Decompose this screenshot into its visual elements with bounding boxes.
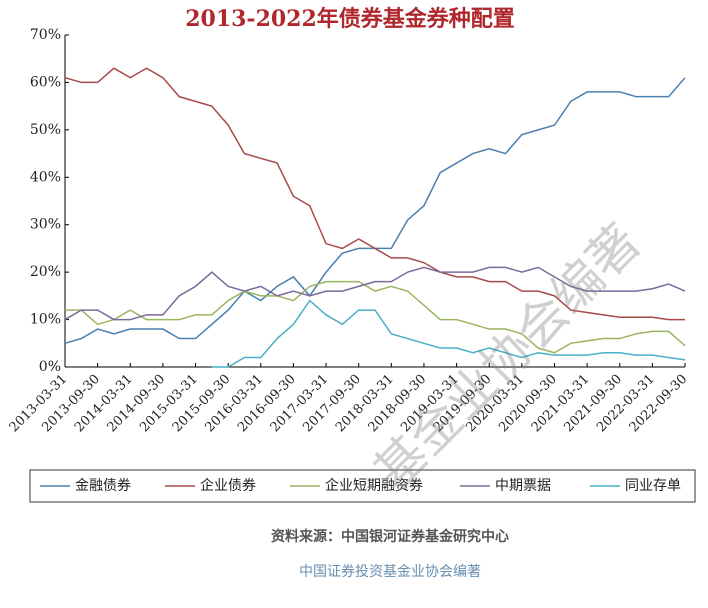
chart-title: 2013-2022年债券基金券种配置	[185, 6, 515, 32]
y-tick-label: 30%	[30, 217, 61, 233]
y-tick-label: 40%	[30, 169, 61, 185]
y-tick-label: 60%	[30, 74, 61, 90]
source: 资料来源：中国银河证券基金研究中心	[271, 528, 509, 545]
legend-label: 企业债券	[200, 477, 256, 494]
legend-label: 企业短期融资券	[325, 477, 423, 494]
y-tick-label: 0%	[39, 359, 61, 375]
series-line	[64, 67, 685, 321]
series-line	[211, 299, 686, 368]
watermark: 基金业协会编著	[363, 213, 651, 501]
y-tick-label: 50%	[30, 122, 61, 138]
y-tick-label: 10%	[30, 312, 61, 328]
series-line	[65, 280, 686, 354]
credit: 中国证券投资基金业协会编著	[299, 563, 481, 580]
legend-label: 同业存单	[625, 478, 681, 494]
legend-box	[29, 469, 696, 503]
legend-label: 中期票据	[495, 478, 551, 494]
y-tick-label: 70%	[30, 27, 61, 43]
y-tick-label: 20%	[30, 264, 61, 280]
legend-label: 金融债券	[75, 478, 131, 494]
series-line	[64, 266, 686, 321]
